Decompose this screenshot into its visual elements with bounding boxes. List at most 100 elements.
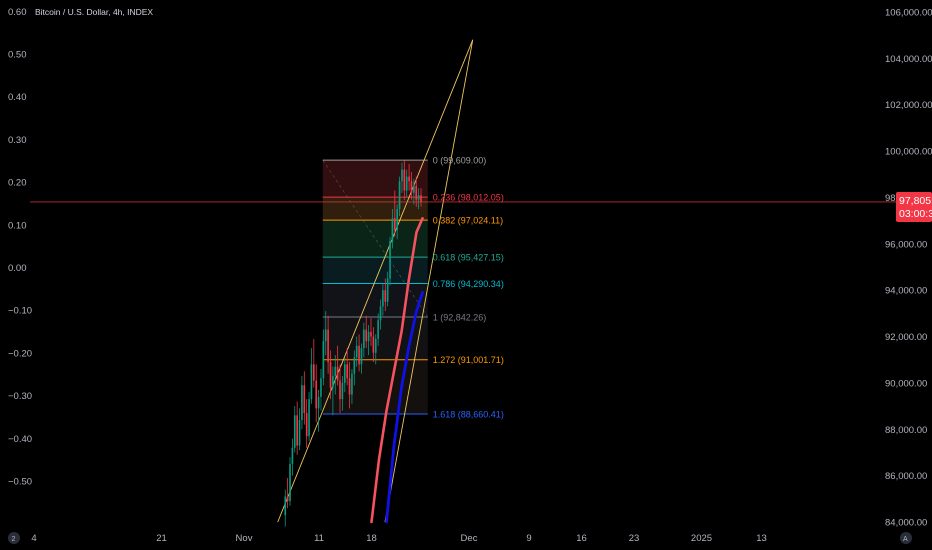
fib-price: (95,427.15)	[458, 253, 504, 263]
time-axis-tick: 2025	[691, 533, 712, 544]
right-axis-tick: 88,000.00	[885, 425, 927, 436]
svg-text:A: A	[903, 536, 908, 543]
candle-body	[384, 290, 387, 302]
left-axis-tick: −0.30	[8, 391, 32, 402]
fib-zone-0.236	[322, 197, 428, 221]
candle-body	[317, 396, 320, 409]
fib-price: (88,660.41)	[458, 409, 504, 419]
candle-body	[320, 378, 322, 397]
candle-body	[343, 364, 346, 383]
fib-price: (92,842.26)	[440, 313, 486, 323]
right-axis-tick: 106,000.00	[885, 8, 932, 19]
candle-body	[405, 176, 408, 191]
right-axis-tick: 94,000.00	[885, 286, 927, 297]
candle-body	[351, 373, 353, 395]
candle-body	[370, 331, 372, 337]
right-axis-tick: 90,000.00	[885, 378, 927, 389]
moving-average-blue	[385, 291, 424, 524]
fib-ratio: 0.618	[433, 253, 458, 263]
fib-ratio: 0.382	[433, 216, 458, 226]
fib-label-0.786: 0.786 (94,290.34)	[433, 279, 504, 289]
right-axis-tick: 96,000.00	[885, 239, 927, 250]
left-axis-tick: −0.50	[8, 477, 32, 488]
fib-ratio: 1	[433, 313, 441, 323]
candle-body	[334, 366, 337, 376]
candle-body	[413, 185, 415, 193]
candle-body	[289, 464, 291, 502]
candle-body	[339, 380, 341, 400]
candle-body	[403, 169, 406, 191]
right-axis-tick: 102,000.00	[885, 100, 932, 111]
candle-body	[353, 357, 356, 374]
candle-body	[367, 331, 370, 342]
fib-ratio: 0.236	[433, 193, 458, 203]
fib-price: (99,609.00)	[440, 156, 486, 166]
fib-label-0.618: 0.618 (95,427.15)	[433, 253, 504, 263]
trendlines	[277, 39, 474, 523]
time-axis-tick: 9	[526, 533, 531, 544]
left-axis-tick: 0.50	[8, 50, 27, 61]
candle-body	[315, 380, 318, 409]
candle-body	[327, 329, 329, 363]
svg-text:2: 2	[12, 536, 16, 543]
trendline-2	[384, 39, 474, 523]
candle-body	[303, 385, 306, 414]
candle-body	[322, 341, 325, 379]
candle-body	[308, 399, 310, 437]
time-axis-tick: 23	[629, 533, 640, 544]
auto-scale-icon[interactable]: A	[900, 532, 912, 544]
fib-label-0.236: 0.236 (98,012.05)	[433, 193, 504, 203]
right-axis-tick: 92,000.00	[885, 332, 927, 343]
candle-body	[301, 385, 303, 420]
candle-body	[417, 195, 420, 200]
candle-body	[332, 375, 334, 388]
fib-trend-diagonal	[322, 159, 428, 318]
left-axis-tick: 0.10	[8, 220, 27, 231]
candle-body	[312, 364, 315, 381]
fib-zone-1.272	[322, 359, 428, 414]
time-axis[interactable]: 4 21 Nov 11 18 Dec 9 16 23 2025 13	[31, 533, 766, 544]
candle-body	[298, 420, 301, 446]
candle-body	[355, 345, 358, 358]
candle-body	[365, 329, 368, 342]
candle-body	[286, 496, 289, 502]
candle-body	[382, 290, 384, 307]
candle-body	[363, 329, 365, 349]
candle-body	[374, 338, 377, 353]
fib-level-lines	[322, 159, 428, 415]
candle-body	[420, 195, 422, 202]
candle-body	[329, 362, 332, 388]
candle-body	[410, 181, 413, 193]
left-axis-tick: 0.30	[8, 135, 27, 146]
left-axis-tick: 0.20	[8, 178, 27, 189]
candle-body	[379, 306, 382, 321]
tradingview-logo-icon[interactable]: 2	[8, 532, 20, 544]
right-axis-tick: 104,000.00	[885, 54, 932, 65]
candle-body	[341, 382, 344, 400]
candle-body	[377, 320, 379, 339]
time-axis-tick: 4	[31, 533, 36, 544]
candle-body	[324, 329, 327, 342]
left-scale-axis[interactable]: 0.60 0.50 0.40 0.30 0.20 0.10 0.00 −0.10 −0.20 −0…	[8, 7, 32, 488]
candle-body	[348, 378, 351, 395]
time-axis-tick: 16	[576, 533, 587, 544]
candle-body	[358, 345, 360, 365]
time-axis-tick: Nov	[236, 533, 253, 544]
candle-body	[346, 364, 349, 379]
candle-body	[336, 366, 339, 381]
right-axis-tick: 86,000.00	[885, 471, 927, 482]
candle-body	[284, 496, 287, 516]
candlesticks	[284, 160, 422, 527]
chart-title: Bitcoin / U.S. Dollar, 4h, INDEX	[35, 7, 153, 17]
time-axis-tick: 21	[156, 533, 167, 544]
candle-body	[386, 278, 389, 302]
fib-zone-0	[322, 160, 428, 198]
candle-body	[391, 218, 394, 242]
current-price-badge: 97,805.83 03:00:39	[896, 191, 932, 222]
left-axis-tick: 0.40	[8, 92, 27, 103]
fib-ratio: 0	[433, 156, 441, 166]
bar-countdown-label: 03:00:39	[899, 208, 932, 220]
left-axis-tick: 0.00	[8, 263, 27, 274]
fib-price: (97,024.11)	[458, 216, 503, 226]
